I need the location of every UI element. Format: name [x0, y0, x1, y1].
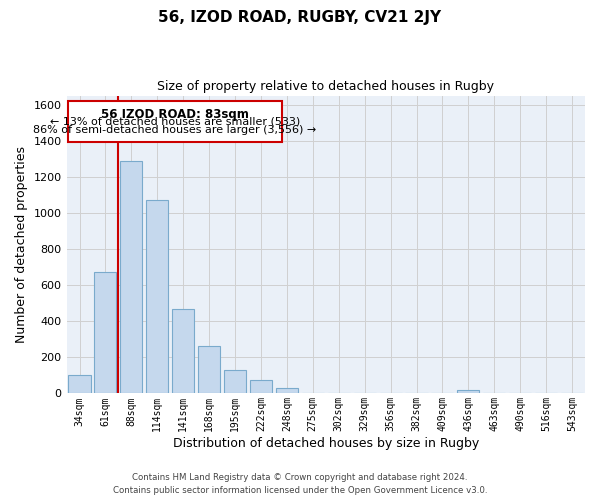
Bar [276, 388, 298, 394]
Text: 86% of semi-detached houses are larger (3,556) →: 86% of semi-detached houses are larger (… [33, 126, 316, 136]
Bar [146, 200, 168, 394]
Text: Contains HM Land Registry data © Crown copyright and database right 2024.
Contai: Contains HM Land Registry data © Crown c… [113, 474, 487, 495]
Text: ← 13% of detached houses are smaller (533): ← 13% of detached houses are smaller (53… [50, 117, 300, 127]
X-axis label: Distribution of detached houses by size in Rugby: Distribution of detached houses by size … [173, 437, 479, 450]
Bar [94, 272, 116, 394]
Bar [68, 376, 91, 394]
Bar [457, 390, 479, 394]
Bar [121, 160, 142, 394]
Y-axis label: Number of detached properties: Number of detached properties [15, 146, 28, 343]
Title: Size of property relative to detached houses in Rugby: Size of property relative to detached ho… [157, 80, 494, 93]
Bar [224, 370, 246, 394]
Text: 56 IZOD ROAD: 83sqm: 56 IZOD ROAD: 83sqm [101, 108, 249, 121]
FancyBboxPatch shape [68, 101, 282, 142]
Bar [198, 346, 220, 394]
Bar [250, 380, 272, 394]
Bar [172, 308, 194, 394]
Text: 56, IZOD ROAD, RUGBY, CV21 2JY: 56, IZOD ROAD, RUGBY, CV21 2JY [158, 10, 442, 25]
